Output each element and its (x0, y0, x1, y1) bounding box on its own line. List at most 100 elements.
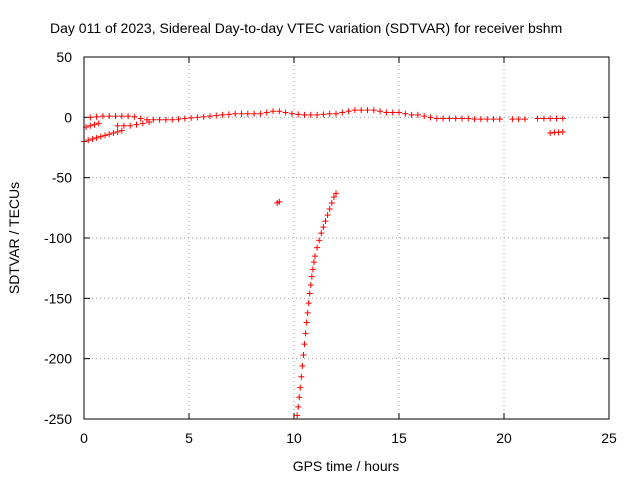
x-axis-label: GPS time / hours (293, 458, 400, 474)
data-point (302, 330, 309, 337)
series-late-offset (547, 128, 566, 137)
data-point (328, 200, 335, 207)
series-low-segment (114, 119, 153, 129)
data-point (370, 107, 377, 114)
x-tick-label: 15 (391, 430, 407, 446)
data-point (389, 109, 396, 116)
data-point (383, 109, 390, 116)
data-point (99, 113, 106, 120)
x-tick-label: 10 (286, 430, 302, 446)
data-point (307, 111, 314, 118)
y-tick-label: -50 (52, 170, 72, 186)
data-point (547, 130, 554, 137)
data-point (150, 116, 157, 123)
data-point (440, 115, 447, 122)
data-point (326, 206, 333, 213)
data-point (106, 113, 113, 120)
y-tick-label: 0 (64, 109, 72, 125)
data-point (333, 110, 339, 117)
data-point (547, 115, 554, 122)
data-point (314, 244, 321, 251)
x-tick-label: 20 (496, 430, 512, 446)
data-point (120, 122, 127, 129)
data-point (421, 113, 428, 120)
data-point (320, 224, 327, 231)
data-point (89, 136, 96, 143)
data-point (295, 403, 302, 410)
data-point (522, 116, 528, 123)
data-point (559, 128, 566, 135)
data-point (146, 119, 153, 126)
data-point (162, 116, 169, 123)
data-point (408, 111, 415, 118)
data-point (358, 107, 365, 114)
data-point (181, 115, 188, 122)
y-tick-label: -150 (44, 290, 72, 306)
data-point (296, 394, 303, 401)
data-point (97, 133, 104, 140)
data-point (414, 111, 421, 118)
data-point (87, 122, 94, 129)
data-point (301, 341, 308, 348)
data-point (515, 116, 522, 123)
data-point (295, 111, 302, 118)
data-point (484, 116, 491, 123)
data-point (133, 121, 140, 128)
data-point (288, 110, 295, 117)
data-point (304, 309, 311, 316)
x-tick-label: 0 (80, 430, 88, 446)
data-point (93, 134, 100, 141)
data-point (118, 113, 125, 120)
data-point (316, 237, 323, 244)
data-point (238, 110, 245, 117)
data-point (207, 113, 213, 120)
data-point (339, 109, 346, 116)
data-point (106, 131, 113, 138)
data-point (251, 110, 258, 117)
data-point (257, 110, 264, 117)
data-point (114, 128, 121, 135)
data-point (322, 218, 329, 225)
y-tick-label: -100 (44, 230, 72, 246)
data-point (112, 113, 119, 120)
data-point (396, 109, 402, 116)
data-point (377, 108, 384, 115)
data-point (301, 111, 308, 118)
data-point (270, 108, 276, 115)
data-point (307, 282, 314, 289)
data-point (244, 110, 251, 117)
data-point (402, 110, 409, 117)
data-point (95, 120, 102, 127)
axis-ticks: 0 5 10 15 20 25 50 0 -50 -100 -150 -200 -250 (44, 49, 617, 446)
data-point (225, 111, 232, 118)
data-point (276, 108, 283, 115)
data-point (490, 116, 497, 123)
plot-frame (83, 56, 610, 420)
data-point (169, 116, 176, 123)
data-point (114, 122, 121, 129)
y-tick-label: -250 (44, 411, 72, 427)
data-point (125, 113, 132, 120)
data-point (534, 115, 541, 122)
y-tick-label: 50 (56, 49, 72, 65)
data-point (118, 127, 125, 134)
grid (84, 57, 609, 419)
data-point (324, 212, 331, 219)
series-morning-ramp (81, 120, 125, 145)
data-point (345, 108, 352, 115)
data-point (459, 115, 465, 122)
data-points (81, 107, 566, 419)
data-point (314, 111, 321, 118)
data-point (91, 121, 98, 128)
data-point (232, 110, 239, 117)
data-point (85, 137, 92, 144)
series-main-band (87, 107, 566, 123)
data-point (496, 116, 503, 123)
data-point (139, 120, 146, 127)
data-point (427, 114, 434, 121)
data-point (219, 111, 226, 118)
data-point (297, 384, 304, 391)
data-point (263, 109, 270, 116)
data-point (312, 253, 318, 260)
